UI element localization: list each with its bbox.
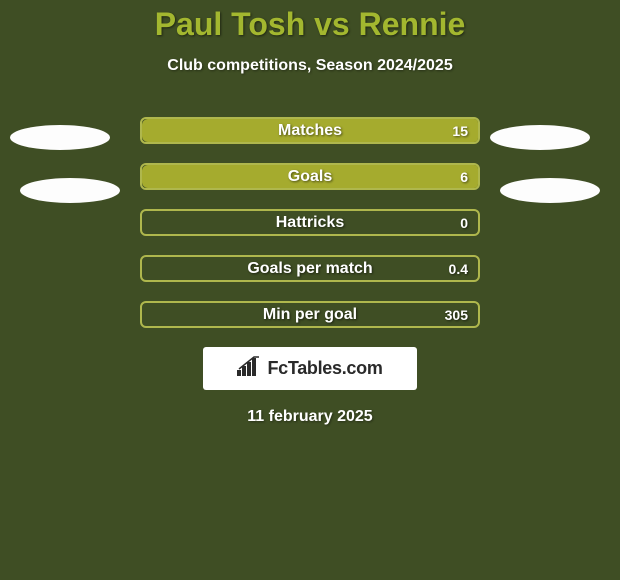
stat-row-value: 15 <box>452 123 468 139</box>
stat-row: Goals per match0.4 <box>140 255 480 282</box>
stat-row-value: 305 <box>445 307 468 323</box>
player-right-shape-1 <box>490 125 590 150</box>
stat-row: Hattricks0 <box>140 209 480 236</box>
stat-row-label: Matches <box>142 122 478 140</box>
stat-row-value: 0 <box>460 215 468 231</box>
player-right-shape-2 <box>500 178 600 203</box>
brand-badge[interactable]: FcTables.com <box>203 347 417 390</box>
stat-row-value: 6 <box>460 169 468 185</box>
page-subtitle: Club competitions, Season 2024/2025 <box>0 57 620 75</box>
stat-row: Min per goal305 <box>140 301 480 328</box>
brand-text: FcTables.com <box>267 358 382 379</box>
stat-row-label: Goals per match <box>142 260 478 278</box>
stat-row: Goals6 <box>140 163 480 190</box>
stat-row-label: Min per goal <box>142 306 478 324</box>
stat-rows: Matches15 Goals6 Hattricks0 Goals per match… <box>140 117 480 328</box>
player-left-shape-1 <box>10 125 110 150</box>
stat-row-label: Hattricks <box>142 214 478 232</box>
bar-chart-icon <box>237 356 261 381</box>
content-area: Matches15 Goals6 Hattricks0 Goals per match… <box>0 117 620 426</box>
player-left-shape-2 <box>20 178 120 203</box>
footer-date: 11 february 2025 <box>0 408 620 426</box>
stat-row-label: Goals <box>142 168 478 186</box>
stat-row-value: 0.4 <box>449 261 468 277</box>
stat-row: Matches15 <box>140 117 480 144</box>
stats-comparison-card: Paul Tosh vs Rennie Club competitions, S… <box>0 0 620 580</box>
page-title: Paul Tosh vs Rennie <box>0 0 620 43</box>
